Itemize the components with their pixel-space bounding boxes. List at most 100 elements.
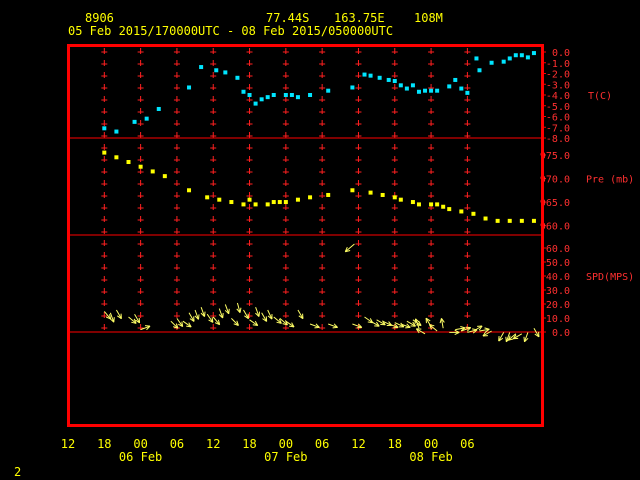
wind-arrow bbox=[188, 312, 195, 322]
pres-point bbox=[435, 202, 440, 207]
wind-arrow-shaft bbox=[415, 318, 420, 329]
y-axis-labels: 0.0-1.0-2.0-3.0-4.0-5.0-6.0-7.0-8.0T(C)9… bbox=[540, 48, 634, 339]
temp-point bbox=[368, 73, 373, 78]
pres-point bbox=[531, 218, 536, 223]
wind-arrow-head bbox=[236, 320, 239, 326]
wind-arrow-head bbox=[189, 318, 195, 322]
pres-point bbox=[350, 188, 355, 193]
wind-arrow-head bbox=[439, 318, 442, 324]
temp-point bbox=[392, 79, 397, 84]
wind-arrow-head bbox=[534, 333, 540, 338]
wind-arrow-head bbox=[173, 326, 179, 329]
wind-arrow-head bbox=[236, 308, 241, 313]
temp-point bbox=[326, 88, 331, 93]
wind-arrow bbox=[243, 309, 249, 320]
temp-ytick-label: -5.0 bbox=[546, 102, 570, 113]
wind-arrow-shaft bbox=[200, 307, 206, 317]
x-tick-label: 06 bbox=[460, 437, 474, 451]
temp-point bbox=[459, 86, 464, 91]
wind-arrow-shaft bbox=[376, 319, 386, 326]
wind-arrow bbox=[309, 323, 320, 329]
wind-arrow-head bbox=[135, 319, 140, 324]
wind-arrow-head bbox=[356, 326, 362, 329]
temp-point bbox=[398, 83, 403, 88]
wind-arrow-shaft bbox=[128, 316, 137, 324]
time-period: 05 Feb 2015/170000UTC - 08 Feb 2015/0500… bbox=[68, 24, 393, 38]
wind-arrow-head bbox=[284, 320, 288, 326]
temp-point bbox=[423, 88, 428, 93]
wind-arrow-head bbox=[255, 312, 260, 317]
temp-point bbox=[362, 72, 367, 77]
pres-point bbox=[271, 200, 276, 205]
wind-arrow-head bbox=[228, 308, 230, 314]
wind-arrow-head bbox=[181, 321, 184, 327]
wind-arrow-head bbox=[282, 323, 288, 326]
wind-arrow-head bbox=[208, 319, 214, 323]
temp-point bbox=[223, 70, 228, 75]
wind-arrow-shaft bbox=[507, 333, 517, 341]
wind-arrow-shaft bbox=[218, 308, 224, 319]
temp-point bbox=[235, 75, 240, 80]
wind-arrow bbox=[297, 309, 304, 320]
wind-arrow bbox=[182, 320, 192, 328]
wind-arrow-head bbox=[222, 312, 224, 319]
wind-ytick-label: 50.0 bbox=[546, 258, 570, 269]
x-tick-label: 12 bbox=[351, 437, 365, 451]
pres-point bbox=[187, 188, 192, 193]
pres-point bbox=[410, 200, 415, 205]
temp-point bbox=[132, 119, 137, 124]
wind-arrow-shaft bbox=[115, 309, 122, 319]
wind-arrow bbox=[115, 309, 122, 320]
wind-arrow-head bbox=[460, 327, 466, 332]
pres-point bbox=[150, 169, 155, 174]
wind-arrow bbox=[140, 325, 151, 331]
wind-arrow-shaft bbox=[505, 332, 511, 342]
wind-arrow-head bbox=[415, 318, 420, 323]
wind-arrow bbox=[512, 333, 523, 340]
day-label: 07 Feb bbox=[264, 450, 307, 464]
wind-arrow-head bbox=[200, 312, 205, 317]
temp-point bbox=[474, 56, 479, 61]
pres-point bbox=[253, 202, 258, 207]
x-tick-label: 12 bbox=[61, 437, 75, 451]
x-tick-label: 18 bbox=[388, 437, 402, 451]
temp-ytick-label: -8.0 bbox=[546, 134, 570, 145]
wind-arrow-head bbox=[144, 325, 151, 327]
temp-point bbox=[410, 83, 415, 88]
wind-arrow-head bbox=[224, 309, 230, 315]
wind-arrow bbox=[388, 323, 399, 329]
pres-point bbox=[102, 150, 107, 155]
wind-arrow-head bbox=[289, 325, 295, 328]
wind-arrow-shaft bbox=[176, 318, 184, 327]
wind-arrow-shaft bbox=[194, 309, 199, 320]
wind-arrow-head bbox=[116, 315, 122, 320]
wind-arrow bbox=[498, 332, 505, 342]
temp-point bbox=[489, 60, 494, 65]
wind-arrow-head bbox=[507, 335, 511, 341]
wind-arrow-shaft bbox=[206, 313, 214, 323]
wind-arrow-shaft bbox=[255, 307, 260, 317]
wind-arrow bbox=[482, 330, 492, 337]
wind-arrow-head bbox=[344, 246, 348, 252]
temp-point bbox=[447, 84, 452, 89]
wind-arrow bbox=[439, 318, 445, 329]
wind-arrow-head bbox=[367, 321, 373, 324]
wind-ytick-label: 20.0 bbox=[546, 300, 570, 311]
pres-point bbox=[495, 218, 500, 223]
wind-arrow-head bbox=[524, 337, 529, 343]
temp-point bbox=[507, 56, 512, 61]
wind-arrow bbox=[261, 312, 268, 322]
temp-point bbox=[453, 77, 458, 82]
wind-arrow-shaft bbox=[440, 318, 444, 329]
wind-arrow-shaft bbox=[394, 322, 405, 328]
wind-arrow-head bbox=[393, 326, 399, 329]
pres-point bbox=[507, 218, 512, 223]
temp-ytick-label: -6.0 bbox=[546, 113, 570, 124]
pres-point bbox=[217, 197, 222, 202]
wind-arrow-head bbox=[454, 329, 460, 333]
temp-point bbox=[144, 116, 149, 121]
temp-point bbox=[465, 90, 470, 95]
wind-arrow bbox=[212, 316, 221, 326]
wind-arrow-head bbox=[454, 331, 460, 336]
temp-point bbox=[247, 93, 252, 97]
